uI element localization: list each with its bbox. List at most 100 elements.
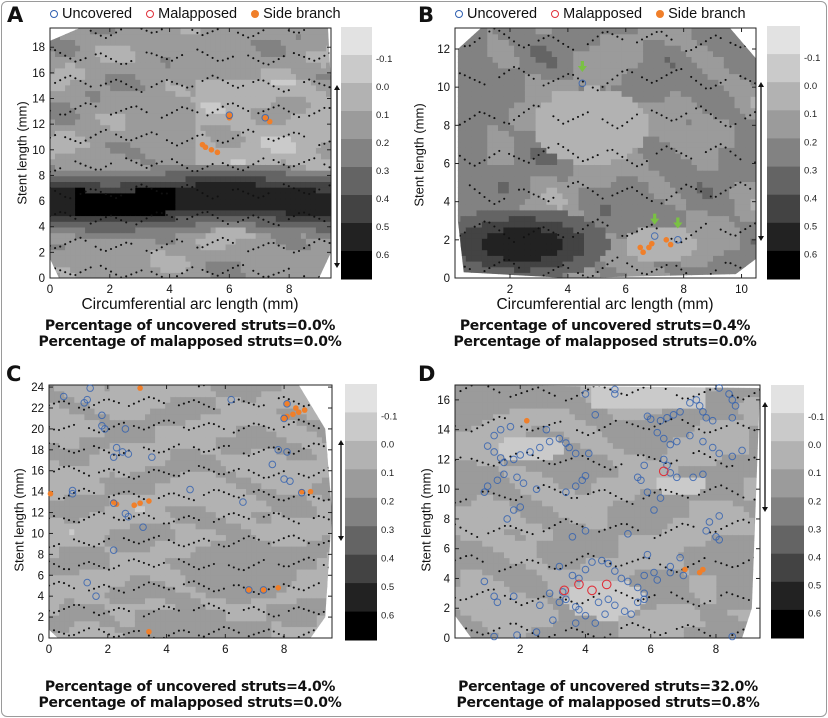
contour-cell [460, 226, 467, 234]
contour-cell [145, 84, 151, 92]
contour-cell [150, 255, 156, 262]
contour-cell [535, 84, 542, 92]
contour-cell [80, 84, 86, 92]
strut [297, 116, 301, 119]
contour-cell [519, 255, 526, 262]
contour-cell [457, 204, 461, 211]
contour-cell [145, 113, 151, 120]
contour-cell [250, 67, 257, 75]
contour-cell [215, 96, 222, 103]
contour-cell [115, 209, 121, 217]
strut [59, 79, 62, 82]
contour-cell [135, 79, 141, 86]
strut [64, 113, 67, 116]
contour-cell [175, 204, 181, 211]
contour-cell [110, 147, 116, 154]
contour-cell [524, 266, 531, 273]
contour-cell [653, 90, 660, 97]
contour-cell [105, 67, 111, 75]
contour-cell [300, 107, 307, 114]
contour-cell [481, 79, 488, 86]
contour-cell [90, 181, 96, 188]
colorbar-band [341, 195, 372, 224]
contour-cell [578, 33, 585, 40]
contour-cell [457, 243, 461, 251]
strut [191, 109, 194, 112]
contour-cell [664, 39, 671, 46]
contour-cell [573, 39, 580, 46]
contour-cell [165, 175, 171, 182]
contour-cell [519, 28, 526, 35]
strut [160, 160, 163, 163]
contour-cell [165, 243, 171, 251]
contour-cell [115, 39, 121, 46]
contour-cell [270, 147, 277, 154]
contour-cell [280, 33, 287, 40]
contour-cell [270, 118, 277, 126]
contour-cell [498, 187, 504, 194]
contour-cell [471, 79, 478, 86]
contour-cell [514, 90, 521, 97]
contour-cell [215, 50, 222, 57]
strut [54, 169, 57, 172]
contour-cell [285, 266, 292, 273]
contour-cell [321, 249, 327, 256]
contour-cell [295, 232, 302, 239]
contour-cell [145, 226, 151, 234]
contour-cell [200, 198, 207, 205]
contour-cell [562, 67, 569, 75]
contour-cell [621, 33, 628, 40]
contour-cell [471, 255, 478, 262]
contour-cell [508, 33, 515, 40]
contour-cell [215, 209, 222, 217]
contour-cell [627, 33, 633, 40]
contour-cell [686, 90, 693, 97]
contour-cell [270, 90, 277, 97]
contour-cell [616, 238, 623, 245]
contour-cell [260, 238, 267, 245]
contour-cell [551, 175, 558, 182]
contour-cell [675, 73, 682, 80]
contour-cell [557, 101, 564, 109]
contour-cell [675, 56, 682, 63]
contour-cell [503, 175, 510, 182]
strut [140, 183, 143, 186]
contour-cell [326, 67, 331, 75]
contour-cell [225, 243, 232, 251]
contour-cell [100, 33, 106, 40]
contour-cell [230, 226, 237, 234]
contour-cell [670, 96, 676, 103]
contour-cell [686, 187, 693, 194]
contour-cell [65, 192, 71, 200]
contour-cell [75, 118, 81, 126]
contour-cell [280, 141, 287, 148]
contour-cell [270, 238, 277, 245]
contour-cell [530, 141, 537, 148]
contour-cell [250, 101, 257, 109]
contour-cell [637, 73, 644, 80]
strut [303, 81, 306, 84]
contour-cell [160, 73, 166, 80]
contour-cell [557, 33, 564, 40]
contour-cell [165, 255, 171, 262]
contour-cell [691, 107, 698, 114]
contour-cell [498, 45, 504, 52]
strut [155, 190, 158, 193]
strut [64, 271, 67, 274]
contour-cell [145, 175, 151, 182]
contour-cell [70, 101, 76, 109]
contour-cell [567, 28, 574, 35]
strut [323, 220, 326, 223]
contour-cell [551, 96, 558, 103]
strut [84, 82, 87, 85]
contour-cell [621, 147, 628, 154]
contour-cell [135, 249, 141, 256]
contour-cell [80, 204, 86, 211]
contour-cell [675, 261, 682, 268]
contour-cell [175, 67, 181, 75]
contour-cell [205, 107, 212, 114]
contour-cell [460, 187, 467, 194]
contour-cell [265, 90, 272, 97]
contour-cell [600, 33, 607, 40]
contour-cell [310, 221, 317, 228]
